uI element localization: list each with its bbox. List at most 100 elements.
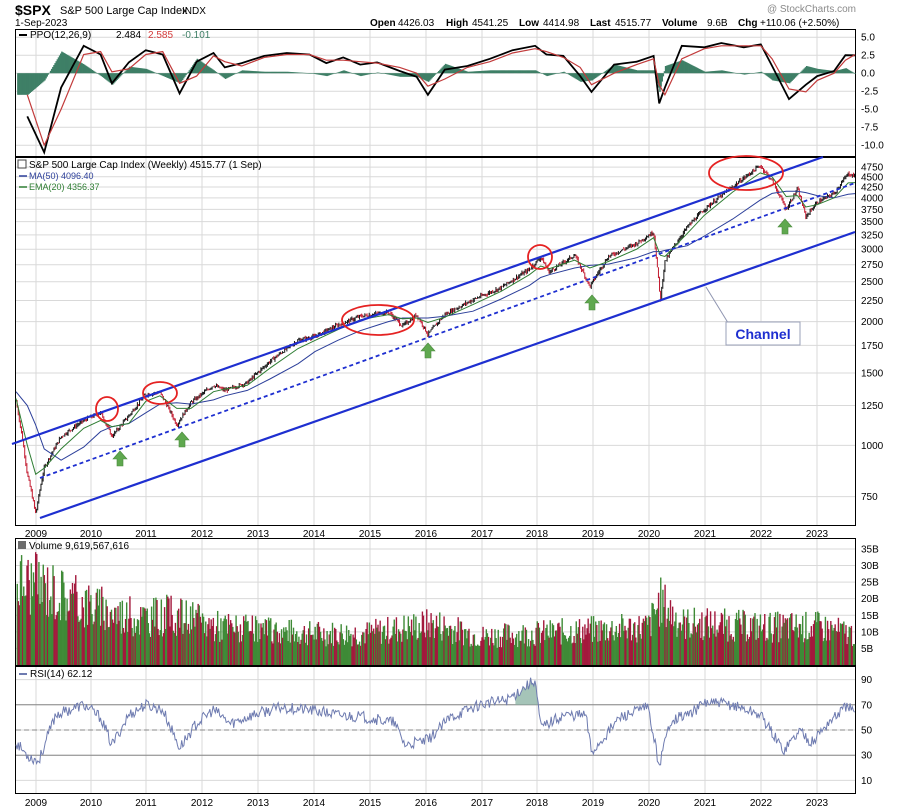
- ppo-histogram-bar: [524, 70, 527, 74]
- volume-tick-label: 5B: [861, 644, 874, 655]
- ppo-histogram-bar: [427, 73, 430, 82]
- ppo-histogram-bar: [763, 73, 765, 74]
- ppo-histogram-bar: [266, 71, 269, 74]
- ppo-histogram-bar: [361, 73, 363, 76]
- ppo-histogram-bar: [647, 70, 650, 74]
- volume-bar-down: [699, 618, 701, 665]
- volume-bar-down: [46, 567, 49, 665]
- ppo-histogram-bar: [220, 73, 222, 76]
- price-tick-label: 3500: [861, 217, 884, 228]
- volume-bar-up: [566, 641, 569, 665]
- volume-bar-up: [593, 636, 596, 665]
- volume-bar-up: [322, 640, 324, 665]
- ppo-histogram-bar: [285, 71, 288, 74]
- ppo-histogram-bar: [469, 71, 472, 74]
- volume-bar-down: [69, 589, 72, 665]
- ppo-histogram-bar: [633, 69, 635, 74]
- volume-bar-down: [239, 624, 242, 665]
- volume-tick-label: 30B: [861, 561, 879, 572]
- ppo-histogram-bar: [287, 71, 290, 74]
- volume-bar-up: [393, 619, 395, 665]
- volume-bar-down: [625, 630, 627, 665]
- ppo-histogram-bar: [712, 71, 714, 74]
- volume-bar-down: [124, 618, 127, 665]
- ppo-histogram-bar: [808, 66, 810, 74]
- ppo-histogram-bar: [180, 73, 183, 82]
- volume-legend-group: Volume 9,619,567,616: [18, 541, 130, 552]
- volume-bar-up: [195, 609, 197, 665]
- ppo-histogram-bar: [132, 67, 134, 74]
- ppo-histogram-bar: [231, 73, 234, 76]
- ppo-histogram-bar: [766, 73, 768, 77]
- volume-bar-up: [150, 606, 153, 665]
- ppo-histogram-bar: [168, 73, 170, 79]
- volume-bar-down: [728, 616, 730, 665]
- volume-bar-down: [812, 624, 815, 665]
- ppo-histogram-bar: [37, 73, 39, 87]
- ppo-histogram-bar: [406, 73, 408, 77]
- volume-bar-up: [697, 623, 700, 665]
- ppo-histogram-bar: [473, 71, 475, 74]
- ppo-histogram-bar: [767, 73, 770, 77]
- volume-bar-up: [42, 564, 44, 665]
- ppo-histogram-bar: [572, 73, 574, 78]
- volume-bar-down: [504, 623, 506, 665]
- volume-bar-up: [538, 627, 541, 665]
- volume-bar-up: [367, 634, 369, 665]
- ppo-histogram-bar: [685, 61, 687, 74]
- volume-bar-up: [357, 644, 360, 665]
- volume-bar-up: [45, 614, 48, 665]
- volume-bar-down: [447, 635, 450, 665]
- ppo-histogram-bar: [422, 73, 424, 80]
- volume-bar-up: [602, 624, 605, 665]
- ppo-histogram-bar: [144, 68, 147, 74]
- volume-bar-up: [695, 632, 698, 665]
- ppo-histogram-bar: [366, 73, 369, 75]
- volume-bar-up: [619, 637, 622, 665]
- volume-bar-down: [847, 636, 849, 665]
- ppo-histogram-bar: [568, 73, 571, 76]
- volume-bar-down: [658, 626, 661, 665]
- index-name: S&P 500 Large Cap Index: [60, 5, 188, 17]
- ppo-histogram-bar: [694, 66, 696, 74]
- ppo-histogram-bar: [723, 70, 726, 74]
- ppo-histogram-bar: [497, 70, 500, 74]
- ppo-histogram-bar: [263, 71, 265, 74]
- volume-bar-up: [142, 607, 144, 665]
- ppo-histogram-bar: [205, 64, 208, 74]
- resistance-ellipse: [527, 244, 553, 270]
- ppo-histogram-bar: [177, 73, 179, 83]
- volume-bar-down: [740, 624, 742, 665]
- volume-bar-up: [493, 645, 495, 665]
- volume-bar-up: [20, 555, 23, 665]
- volume-bar-up: [91, 614, 93, 665]
- volume-bar-up: [632, 623, 635, 665]
- resistance-ellipse: [708, 155, 784, 191]
- volume-bar-up: [547, 635, 549, 665]
- volume-bar-down: [708, 637, 711, 665]
- price-tick-label: 4250: [861, 183, 884, 194]
- ppo-histogram-bar: [55, 61, 57, 74]
- volume-bar-up: [23, 586, 25, 665]
- volume-bar-up: [835, 631, 837, 665]
- volume-bar-up: [232, 626, 234, 665]
- volume-value: 9.6B: [707, 18, 728, 29]
- volume-bar-up: [687, 609, 689, 665]
- volume-bar-down: [315, 639, 317, 665]
- volume-bar-up: [571, 643, 573, 665]
- volume-bar-up: [622, 618, 624, 665]
- volume-bar-up: [613, 640, 615, 665]
- volume-bar-down: [468, 628, 470, 665]
- volume-bar-down: [318, 626, 321, 665]
- volume-bar-up: [125, 602, 128, 665]
- year-tick-label: 2020: [638, 798, 661, 809]
- volume-bar-up: [302, 630, 304, 665]
- axis-ticks: 2009200920102010201120112012201220132013…: [25, 33, 884, 809]
- volume-bar-down: [86, 624, 89, 665]
- ppo-histogram-bar: [522, 70, 525, 74]
- volume-bar-up: [654, 614, 657, 665]
- ppo-histogram-bar: [485, 70, 487, 74]
- volume-bar-up: [525, 629, 528, 665]
- volume-bar-down: [584, 624, 586, 665]
- ppo-histogram-bar: [700, 70, 703, 74]
